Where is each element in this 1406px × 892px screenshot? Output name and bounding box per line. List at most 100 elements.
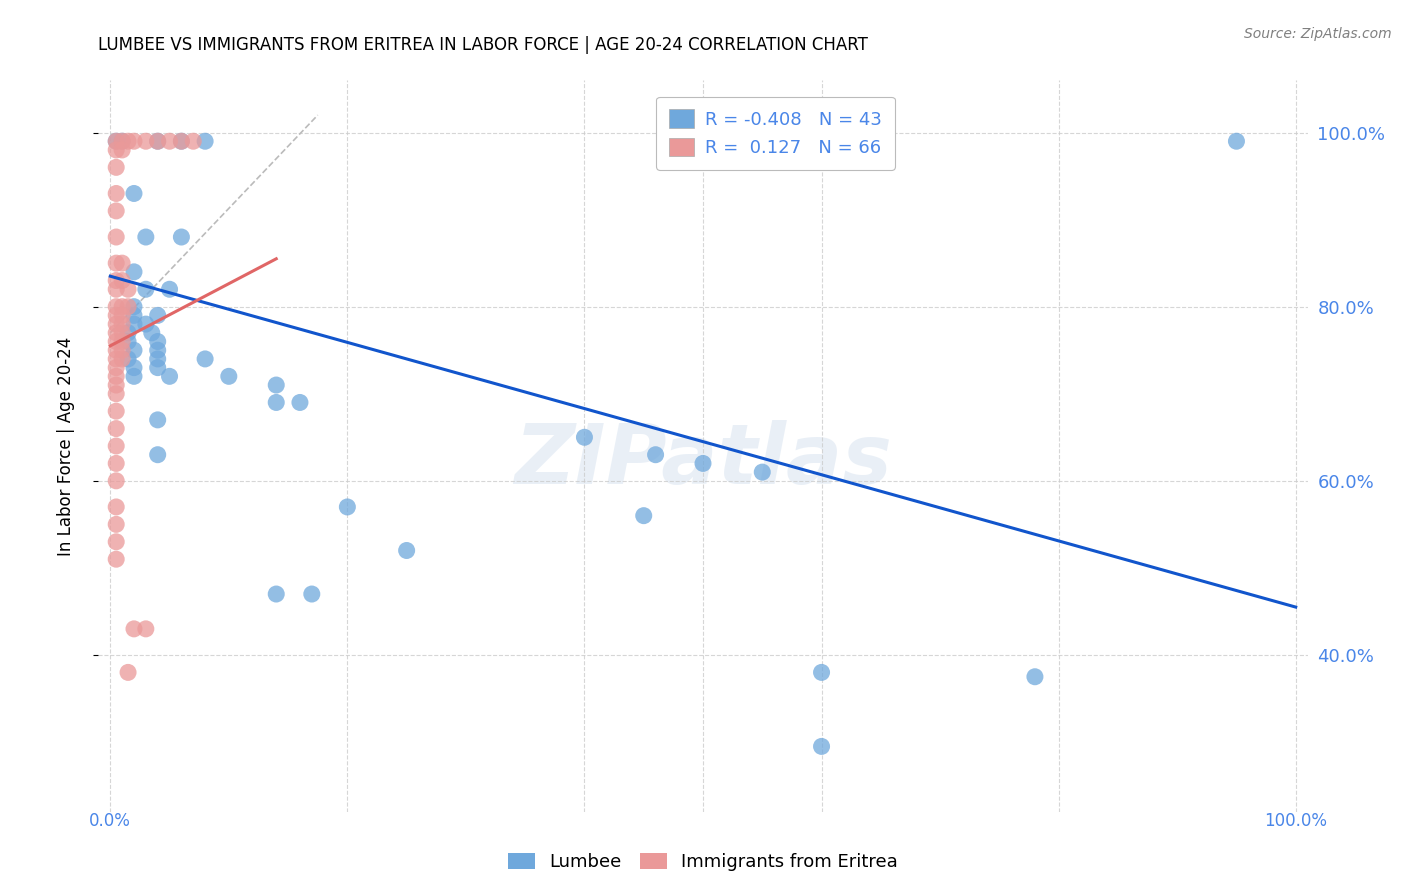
Point bbox=[105, 256, 128, 270]
Point bbox=[105, 378, 128, 392]
Point bbox=[633, 508, 655, 523]
Point bbox=[105, 369, 128, 384]
Point bbox=[194, 134, 217, 148]
Point bbox=[141, 326, 163, 340]
Point bbox=[111, 274, 134, 288]
Point bbox=[111, 256, 134, 270]
Y-axis label: In Labor Force | Age 20-24: In Labor Force | Age 20-24 bbox=[56, 336, 75, 556]
Point bbox=[159, 369, 181, 384]
Point bbox=[159, 282, 181, 296]
Point bbox=[122, 309, 145, 323]
Point bbox=[574, 430, 596, 444]
Point bbox=[117, 351, 139, 366]
Point bbox=[105, 317, 128, 331]
Point bbox=[105, 439, 128, 453]
Text: ZIPatlas: ZIPatlas bbox=[515, 420, 891, 501]
Point bbox=[111, 134, 134, 148]
Point bbox=[105, 134, 128, 148]
Point bbox=[122, 300, 145, 314]
Point bbox=[336, 500, 359, 514]
Point bbox=[146, 343, 169, 358]
Point bbox=[105, 300, 128, 314]
Point bbox=[135, 230, 157, 244]
Point bbox=[146, 309, 169, 323]
Point bbox=[105, 386, 128, 401]
Point bbox=[111, 334, 134, 349]
Point bbox=[1024, 670, 1046, 684]
Text: Source: ZipAtlas.com: Source: ZipAtlas.com bbox=[1244, 27, 1392, 41]
Point bbox=[105, 143, 128, 157]
Point bbox=[105, 404, 128, 418]
Point bbox=[264, 395, 287, 409]
Point bbox=[810, 665, 832, 680]
Point bbox=[159, 134, 181, 148]
Legend: R = -0.408   N = 43, R =  0.127   N = 66: R = -0.408 N = 43, R = 0.127 N = 66 bbox=[657, 96, 894, 169]
Point bbox=[395, 543, 418, 558]
Point bbox=[105, 186, 128, 201]
Text: LUMBEE VS IMMIGRANTS FROM ERITREA IN LABOR FORCE | AGE 20-24 CORRELATION CHART: LUMBEE VS IMMIGRANTS FROM ERITREA IN LAB… bbox=[98, 36, 869, 54]
Point bbox=[111, 309, 134, 323]
Point bbox=[105, 552, 128, 566]
Point bbox=[105, 457, 128, 471]
Point bbox=[105, 534, 128, 549]
Text: 0.0%: 0.0% bbox=[90, 812, 131, 830]
Point bbox=[117, 665, 139, 680]
Point bbox=[288, 395, 311, 409]
Point bbox=[135, 282, 157, 296]
Point bbox=[146, 134, 169, 148]
Point bbox=[111, 134, 134, 148]
Point bbox=[105, 334, 128, 349]
Point bbox=[170, 134, 193, 148]
Point bbox=[122, 369, 145, 384]
Point bbox=[105, 161, 128, 175]
Point bbox=[146, 134, 169, 148]
Point bbox=[264, 378, 287, 392]
Point bbox=[105, 421, 128, 435]
Point bbox=[181, 134, 204, 148]
Point bbox=[105, 326, 128, 340]
Point bbox=[122, 186, 145, 201]
Point bbox=[146, 360, 169, 375]
Point bbox=[692, 134, 714, 148]
Point bbox=[122, 317, 145, 331]
Point bbox=[117, 300, 139, 314]
Point bbox=[105, 500, 128, 514]
Point bbox=[146, 413, 169, 427]
Point bbox=[301, 587, 323, 601]
Point bbox=[146, 334, 169, 349]
Point bbox=[111, 343, 134, 358]
Point bbox=[111, 326, 134, 340]
Point bbox=[122, 265, 145, 279]
Legend: Lumbee, Immigrants from Eritrea: Lumbee, Immigrants from Eritrea bbox=[501, 846, 905, 879]
Point bbox=[105, 230, 128, 244]
Point bbox=[692, 457, 714, 471]
Point bbox=[146, 351, 169, 366]
Point bbox=[751, 465, 773, 479]
Point bbox=[117, 282, 139, 296]
Point bbox=[105, 274, 128, 288]
Point bbox=[170, 134, 193, 148]
Point bbox=[117, 134, 139, 148]
Point bbox=[122, 343, 145, 358]
Point bbox=[135, 622, 157, 636]
Point bbox=[105, 474, 128, 488]
Point bbox=[105, 343, 128, 358]
Point bbox=[135, 317, 157, 331]
Point bbox=[122, 134, 145, 148]
Point bbox=[218, 369, 240, 384]
Point bbox=[1225, 134, 1247, 148]
Point bbox=[644, 448, 666, 462]
Point bbox=[264, 587, 287, 601]
Point bbox=[105, 517, 128, 532]
Point bbox=[105, 351, 128, 366]
Point bbox=[135, 134, 157, 148]
Point bbox=[105, 309, 128, 323]
Point bbox=[111, 317, 134, 331]
Point bbox=[146, 448, 169, 462]
Point bbox=[117, 334, 139, 349]
Point bbox=[105, 134, 128, 148]
Point bbox=[170, 230, 193, 244]
Point bbox=[810, 739, 832, 754]
Point bbox=[194, 351, 217, 366]
Point bbox=[111, 143, 134, 157]
